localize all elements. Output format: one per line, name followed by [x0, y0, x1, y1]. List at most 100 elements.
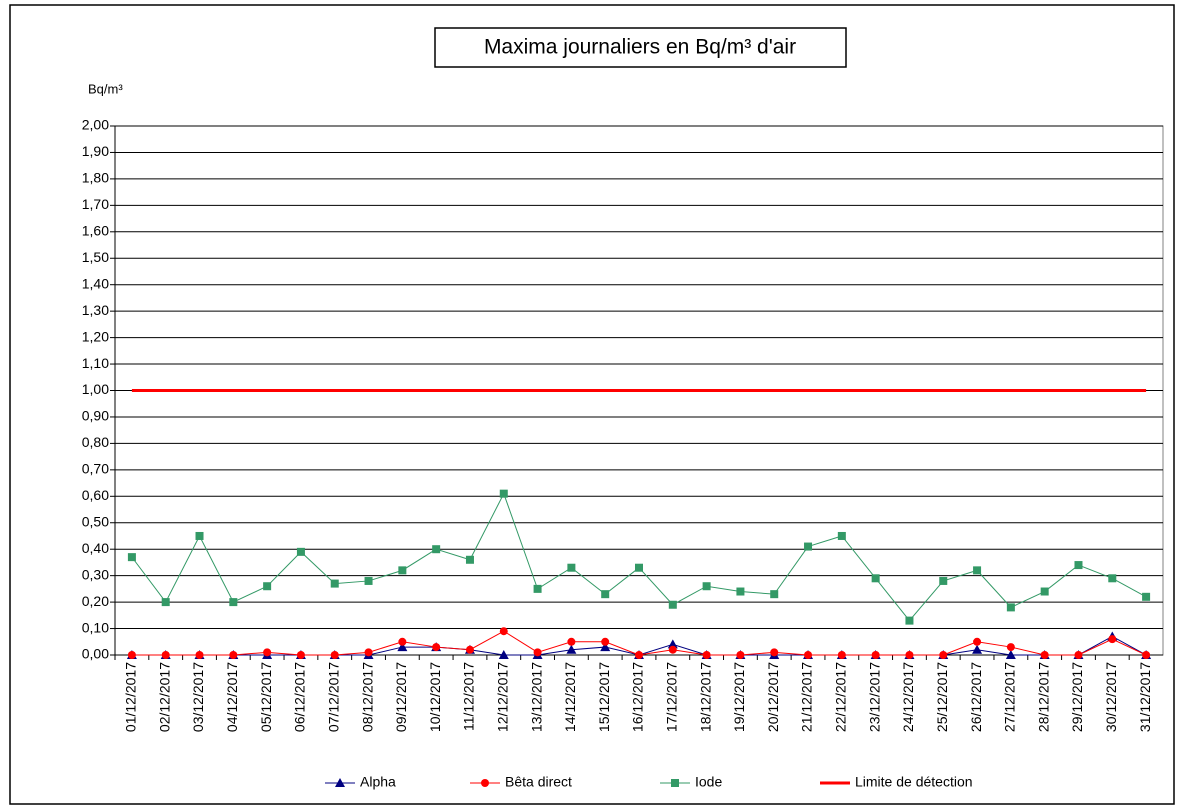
data-point [667, 639, 678, 649]
data-point [499, 627, 508, 636]
data-point [702, 651, 711, 659]
chart-title: Maxima journaliers en Bq/m³ d'air [484, 36, 796, 59]
y-tick-label: 1,20 [82, 328, 109, 344]
data-point [364, 576, 373, 585]
x-tick-label: 05/12/2017 [258, 662, 274, 732]
x-tick-label: 31/12/2017 [1137, 662, 1153, 732]
x-tick-label: 17/12/2017 [664, 662, 680, 732]
data-point [432, 545, 441, 554]
x-tick-label: 01/12/2017 [123, 662, 139, 732]
data-point [804, 542, 813, 551]
data-point [398, 566, 407, 575]
data-point [973, 566, 982, 575]
data-point [364, 648, 373, 657]
y-tick-label: 0,80 [82, 434, 109, 450]
legend-marker [671, 779, 679, 787]
chart-frame [9, 4, 1175, 805]
x-tick-label: 29/12/2017 [1069, 662, 1085, 732]
x-tick-label: 11/12/2017 [461, 662, 477, 731]
x-tick-label: 06/12/2017 [292, 662, 308, 732]
y-tick-label: 2,00 [82, 117, 109, 133]
data-point [972, 644, 983, 654]
x-tick-label: 28/12/2017 [1035, 662, 1051, 732]
data-point [161, 651, 170, 659]
y-tick-label: 1,10 [82, 355, 109, 371]
x-tick-label: 13/12/2017 [528, 662, 544, 732]
data-point [229, 651, 238, 659]
data-point [601, 637, 610, 646]
data-point [533, 584, 542, 593]
y-tick-label: 0,70 [82, 461, 109, 477]
x-tick-label: 04/12/2017 [224, 662, 240, 732]
y-tick-label: 0,10 [82, 619, 109, 635]
x-tick-label: 25/12/2017 [934, 662, 950, 732]
data-point [905, 651, 914, 659]
data-point [1142, 592, 1151, 601]
data-point [498, 650, 509, 659]
data-point [263, 582, 272, 591]
data-point [770, 648, 779, 657]
data-point [161, 598, 170, 607]
x-tick-label: 22/12/2017 [833, 662, 849, 732]
data-point [1108, 635, 1117, 644]
data-point [939, 576, 948, 585]
y-tick-label: 0,30 [82, 566, 109, 582]
data-point [736, 587, 745, 596]
legend-marker [335, 778, 345, 787]
data-point [635, 563, 643, 572]
data-point [533, 648, 542, 657]
data-point [1040, 651, 1049, 659]
data-point [566, 644, 577, 654]
data-point [702, 582, 711, 591]
y-tick-label: 1,70 [82, 196, 109, 212]
data-point [127, 651, 136, 659]
legend-label: Bêta direct [505, 774, 572, 790]
data-point [1142, 651, 1151, 659]
x-tick-label: 19/12/2017 [731, 662, 747, 732]
data-point [600, 642, 611, 652]
y-tick-label: 1,60 [82, 223, 109, 239]
x-tick-label: 26/12/2017 [968, 662, 984, 732]
y-tick-label: 1,50 [82, 249, 109, 265]
legend-label: Iode [695, 774, 722, 790]
data-point [296, 651, 305, 659]
data-point [499, 489, 508, 498]
x-tick-label: 23/12/2017 [866, 662, 882, 732]
data-point [398, 637, 407, 646]
data-point [837, 531, 846, 540]
x-tick-label: 07/12/2017 [325, 662, 341, 732]
data-point [127, 553, 136, 562]
data-point [804, 651, 813, 659]
data-point [837, 651, 846, 659]
data-point [939, 651, 948, 659]
x-tick-label: 30/12/2017 [1103, 662, 1119, 732]
data-point [1040, 587, 1049, 596]
y-tick-label: 0,60 [82, 487, 109, 503]
y-tick-label: 0,20 [82, 593, 109, 609]
x-tick-label: 20/12/2017 [765, 662, 781, 732]
y-tick-label: 0,00 [82, 646, 109, 662]
data-point [465, 555, 474, 564]
data-point [1005, 650, 1016, 659]
data-point [601, 590, 610, 599]
x-tick-label: 21/12/2017 [799, 662, 815, 732]
data-point [567, 563, 576, 572]
data-point [1074, 561, 1083, 570]
y-tick-label: 1,90 [82, 143, 109, 159]
data-point [1006, 603, 1015, 612]
data-point [432, 643, 441, 652]
data-point [330, 579, 339, 588]
data-point [905, 616, 914, 625]
data-point [195, 651, 204, 659]
x-tick-label: 24/12/2017 [900, 662, 916, 732]
data-point [668, 645, 677, 654]
x-tick-label: 18/12/2017 [697, 662, 713, 732]
y-tick-label: 0,50 [82, 513, 109, 529]
data-point [465, 645, 474, 654]
data-point [736, 651, 745, 659]
y-tick-label: 1,40 [82, 275, 109, 291]
data-point [1006, 643, 1015, 652]
data-point [397, 642, 408, 652]
data-point [770, 590, 779, 599]
